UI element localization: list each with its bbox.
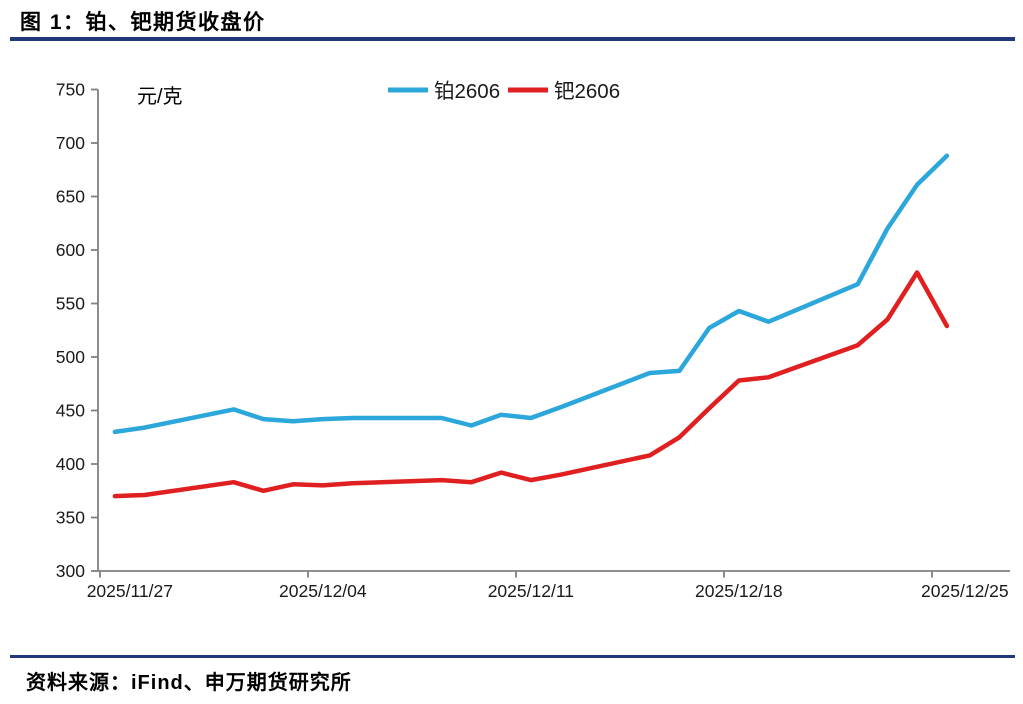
y-axis-unit-label: 元/克 [137, 85, 183, 108]
y-tick-label: 550 [56, 294, 85, 314]
y-tick-label: 750 [56, 80, 85, 100]
figure-title: 图 1：铂、钯期货收盘价 [20, 11, 266, 34]
footer-rule [10, 655, 1015, 658]
title-rule [10, 37, 1015, 41]
y-tick-label: 500 [56, 347, 85, 367]
series-line-铂2606 [112, 153, 950, 435]
y-tick-label: 300 [56, 561, 85, 581]
y-tick-label: 400 [56, 454, 85, 474]
series-line-钯2606 [112, 270, 950, 499]
source-note: 资料来源：iFind、申万期货研究所 [26, 672, 352, 694]
x-tick-label: 2025/11/27 [87, 581, 173, 601]
y-tick-label: 650 [56, 187, 85, 207]
y-tick-label: 350 [56, 508, 85, 528]
x-tick-label: 2025/12/11 [488, 581, 574, 601]
legend-label-铂2606: 铂2606 [434, 80, 500, 103]
x-tick-label: 2025/12/25 [921, 581, 1009, 601]
x-tick-label: 2025/12/04 [279, 581, 367, 601]
y-tick-label: 700 [56, 133, 85, 153]
x-tick-label: 2025/12/18 [695, 581, 783, 601]
y-tick-label: 600 [56, 240, 85, 260]
legend-label-钯2606: 钯2606 [554, 80, 620, 103]
y-tick-label: 450 [56, 401, 85, 421]
